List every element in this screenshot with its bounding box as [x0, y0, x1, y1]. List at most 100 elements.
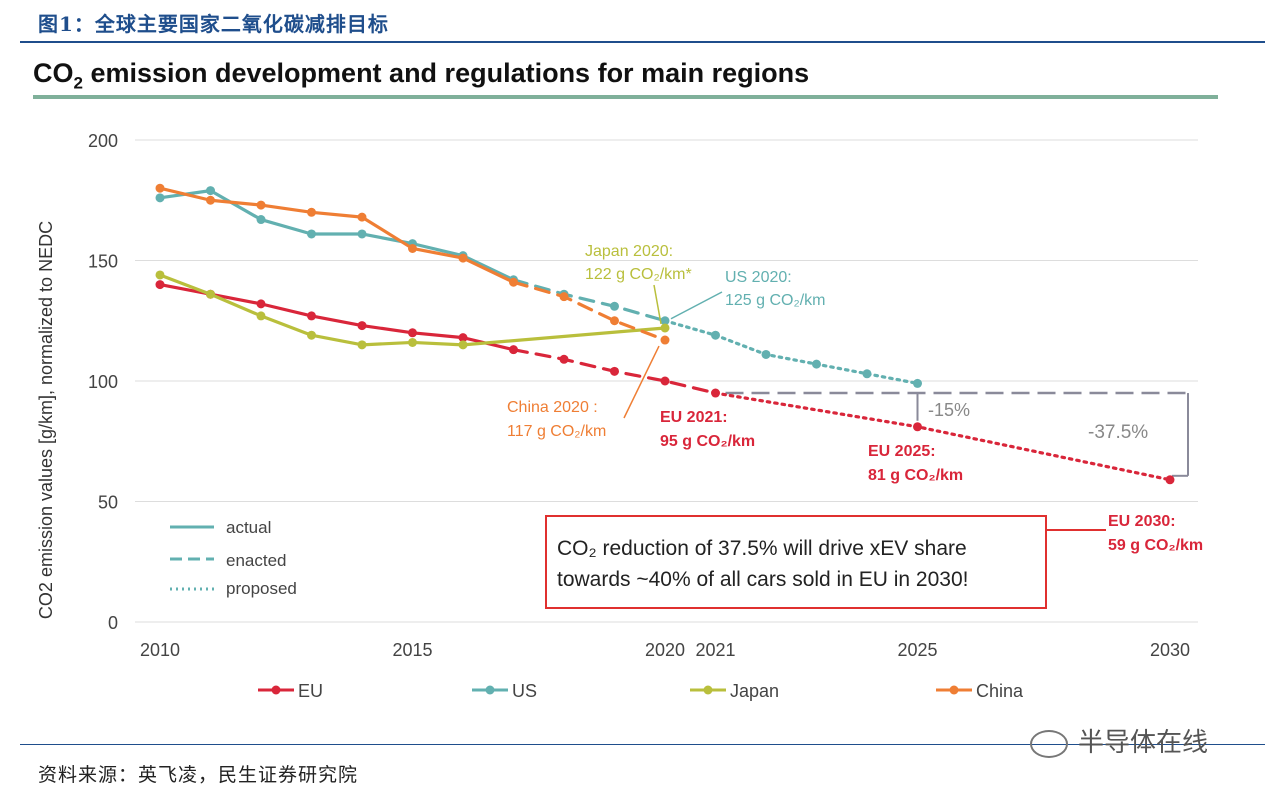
- watermark-text: 半导体在线: [1078, 728, 1209, 758]
- line-china-actual: [158, 186, 516, 284]
- watermark: 半导体在线: [1030, 722, 1208, 759]
- point-china-2019: [610, 316, 619, 326]
- leader-japan-2020: [653, 284, 662, 325]
- legend-us-marker: [485, 685, 495, 695]
- annotation-china-2020: China 2020 : 117 g CO₂/km: [507, 399, 606, 440]
- point-eu-2021: [711, 388, 720, 398]
- legend-us-label: US: [512, 681, 537, 701]
- leader-us-2020: [670, 291, 723, 320]
- annotation-eu2030-line1: EU 2030:: [1108, 513, 1176, 530]
- point-eu-2015: [408, 328, 417, 338]
- point-china-2020: [660, 335, 670, 345]
- legend-japan-label: Japan: [730, 681, 779, 701]
- point-eu-2012: [256, 299, 266, 309]
- point-eu-2010: [155, 280, 165, 290]
- annotation-eu-2021: EU 2021: 95 g CO₂/km: [660, 409, 755, 450]
- annotation-eu2021-line1: EU 2021:: [660, 409, 728, 426]
- y-tick-label-150: 150: [88, 252, 118, 272]
- annotation-leaders: [623, 284, 723, 419]
- annotation-japan-line2: 122 g CO₂/km*: [585, 266, 692, 283]
- annotation-japan-2020: Japan 2020: 122 g CO₂/km*: [585, 243, 692, 283]
- point-china-2010: [155, 183, 165, 193]
- point-japan-2013: [307, 330, 316, 340]
- point-us-2020: [660, 316, 670, 326]
- callout-line1: CO₂ reduction of 37.5% will drive xEV sh…: [557, 537, 967, 560]
- annotation-eu-2030: EU 2030: 59 g CO₂/km: [1108, 513, 1203, 554]
- point-eu-2016: [458, 333, 468, 343]
- point-china-2014: [357, 212, 367, 222]
- leader-china-2020: [623, 345, 660, 419]
- point-japan-2015: [408, 337, 417, 347]
- point-us-2019: [610, 301, 619, 311]
- point-us-2014: [357, 229, 367, 239]
- y-axis-label: CO2 emission values [g/km], normalized t…: [36, 221, 56, 619]
- point-eu-2013: [307, 311, 316, 321]
- x-tick-label-2025: 2025: [897, 640, 937, 660]
- source-note: 资料来源：英飞凌，民生证券研究院: [38, 764, 359, 786]
- legend-china-marker: [949, 685, 959, 695]
- point-us-2013: [307, 229, 316, 239]
- annotation-us-line2: 125 g CO₂/km: [725, 292, 825, 309]
- point-china-2013: [307, 207, 316, 217]
- figure-caption: 图1：全球主要国家二氧化碳减排目标: [38, 12, 389, 36]
- annotation-us-2020: US 2020: 125 g CO₂/km: [725, 269, 825, 309]
- style-legend: actual enacted proposed: [170, 518, 297, 598]
- eu-reduction-reference: [725, 391, 1189, 477]
- legend-japan-marker: [703, 685, 713, 695]
- x-tick-label-2020: 2020: [645, 640, 685, 660]
- point-china-2012: [256, 200, 266, 210]
- point-us-2024: [862, 369, 872, 379]
- point-us-2010: [155, 193, 165, 203]
- chart-title: CO2 emission development and regulations…: [33, 58, 810, 93]
- legend-us: US: [472, 681, 537, 701]
- title-rule: [33, 95, 1218, 99]
- wechat-logo-icon: [1030, 729, 1068, 758]
- point-eu-2014: [357, 321, 367, 331]
- legend-eu: EU: [258, 681, 323, 701]
- annotation-japan-line1: Japan 2020:: [585, 243, 673, 260]
- annotation-china-line1: China 2020 :: [507, 399, 598, 416]
- point-us-2021: [711, 330, 720, 340]
- annotation-china-line2: 117 g CO₂/km: [507, 423, 606, 440]
- legend-enacted-label: enacted: [226, 551, 287, 570]
- point-us-2023: [812, 359, 821, 369]
- series-lines: [155, 183, 1175, 485]
- annotation-us-line1: US 2020:: [725, 269, 792, 286]
- y-tick-label-0: 0: [108, 613, 118, 633]
- x-tick-label-2030: 2030: [1150, 640, 1190, 660]
- point-japan-2011: [206, 289, 215, 299]
- y-tick-label-50: 50: [98, 493, 118, 513]
- legend-eu-marker: [271, 685, 281, 695]
- legend-japan: Japan: [690, 681, 779, 701]
- legend-actual-label: actual: [226, 518, 271, 537]
- point-china-2015: [408, 243, 417, 253]
- y-tick-label-200: 200: [88, 131, 118, 151]
- point-us-2011: [206, 186, 215, 196]
- point-us-2025: [913, 378, 922, 388]
- annotation-eu2025-line2: 81 g CO₂/km: [868, 467, 963, 484]
- callout-line2: towards ~40% of all cars sold in EU in 2…: [557, 568, 968, 591]
- line-us-proposed: [663, 319, 920, 386]
- y-tick-label-100: 100: [88, 372, 118, 392]
- point-china-2016: [458, 253, 468, 263]
- point-japan-2020: [660, 323, 670, 333]
- pct-15-label: -15%: [928, 400, 970, 420]
- annotation-eu-2025: EU 2025: 81 g CO₂/km: [868, 443, 963, 484]
- annotation-eu2030-line2: 59 g CO₂/km: [1108, 537, 1203, 554]
- point-japan-2010: [155, 270, 165, 280]
- top-rule: [20, 41, 1265, 43]
- point-china-2018: [559, 292, 569, 302]
- annotation-eu2021-line2: 95 g CO₂/km: [660, 433, 755, 450]
- grid-and-axes: 0 50 100 150 200 2010 2015 2020 2021 2025 2030: [88, 131, 1198, 660]
- point-eu-2030: [1165, 475, 1175, 485]
- point-japan-2012: [256, 311, 266, 321]
- legend-china: China: [936, 681, 1024, 701]
- point-china-2017: [509, 277, 518, 287]
- line-china-enacted: [511, 280, 667, 342]
- point-eu-2020: [660, 376, 670, 386]
- line-us-actual: [158, 189, 516, 282]
- x-tick-label-2021: 2021: [695, 640, 735, 660]
- x-tick-label-2015: 2015: [392, 640, 432, 660]
- bottom-rule: [20, 744, 1265, 745]
